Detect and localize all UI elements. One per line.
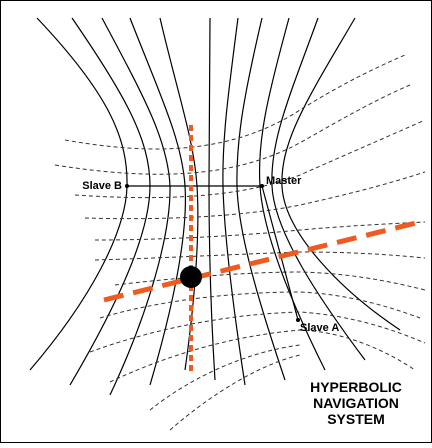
hyperbola-solid [281, 17, 401, 331]
hyperbola-solid [258, 17, 326, 371]
title-line-2: NAVIGATION [313, 395, 399, 411]
title-line-1: HYPERBOLIC [310, 379, 402, 395]
hyperbola-solid [101, 17, 171, 396]
label-master: Master [266, 175, 302, 187]
baseline-master-slave-a [261, 185, 299, 321]
station-marker-slave-b [125, 184, 129, 188]
master-slave-a-hyperbolas [54, 54, 426, 431]
hyperbola-solid [222, 17, 246, 386]
hyperbola-dashed [109, 329, 416, 383]
hyperbola-dashed [64, 54, 406, 150]
hyperbola-dashed [84, 171, 426, 220]
hyperbola-solid [271, 17, 366, 361]
line-of-position-oblique [103, 219, 421, 303]
hyperbola-solid [129, 17, 186, 386]
station-marker-slave-a [296, 318, 300, 322]
position-fix-dot [180, 266, 202, 288]
master-slave-b-hyperbolas [29, 17, 401, 396]
hyperbola-dashed [94, 251, 426, 261]
title-line-3: SYSTEM [327, 411, 385, 427]
station-marker-master [260, 184, 264, 188]
label-slave-a: Slave A [300, 322, 339, 334]
hyperbola-solid [208, 17, 216, 381]
hyperbola-dashed [149, 344, 301, 411]
hyperbola-dashed [99, 291, 421, 319]
hyperbola-dashed [94, 221, 426, 241]
hyperbola-dashed [89, 311, 426, 353]
label-slave-b: Slave B [82, 180, 122, 192]
hyperbola-solid [29, 17, 128, 371]
hyperbola-dashed [114, 271, 426, 291]
hyperbola-dashed [54, 84, 411, 175]
station-baselines [127, 185, 299, 321]
hyperbola-dashed [169, 354, 301, 431]
